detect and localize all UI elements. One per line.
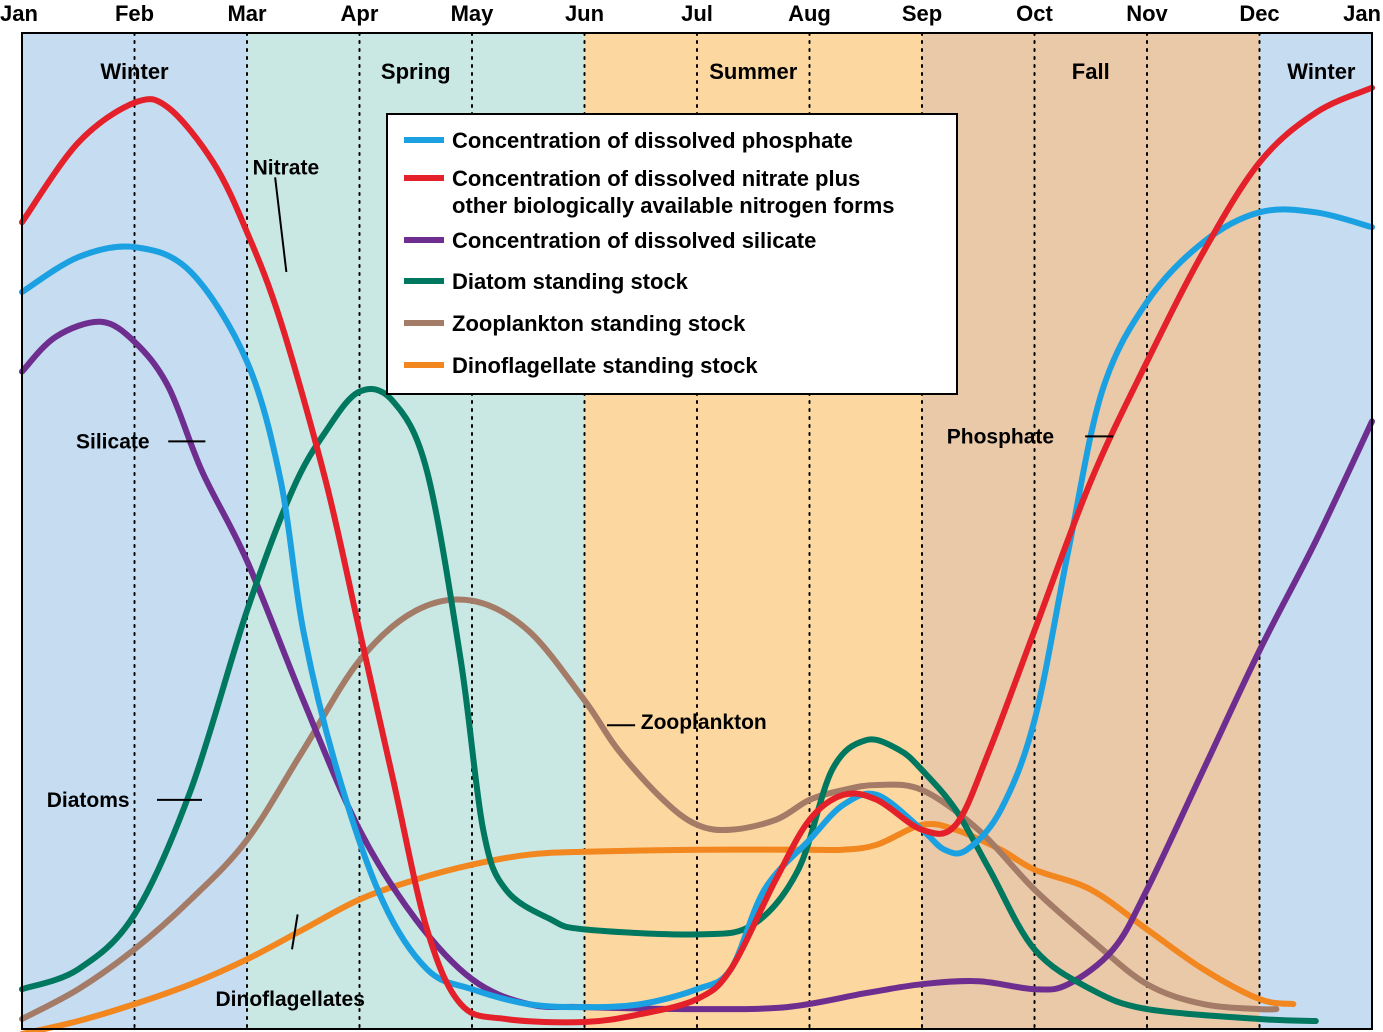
month-gridlines: [133, 32, 1261, 1030]
legend-label-0-0: Concentration of dissolved phosphate: [452, 128, 853, 153]
month-labels: Jan Feb Mar Apr May Jun Jul Aug Sep Oct Nov Dec Jan: [0, 1, 1381, 26]
annotation-zooplankton: Zooplankton: [641, 711, 767, 734]
annotation-leader-dinoflagellates: [291, 914, 299, 950]
series-line-dinoflagellates: [19, 820, 1297, 1032]
month-label-jul-6: Jul: [681, 1, 713, 26]
series-line-nitrate: [19, 84, 1375, 1026]
season-label-winter-4: Winter: [1287, 59, 1356, 84]
month-label-jan-12: Jan: [1343, 1, 1381, 26]
annotation-leader-nitrate: [274, 177, 288, 273]
series-line-silicate: [19, 318, 1375, 1013]
month-label-nov-10: Nov: [1126, 1, 1168, 26]
legend-label-3-0: Diatom standing stock: [452, 269, 689, 294]
legend-box: [386, 113, 958, 395]
annotation-phosphate: Phosphate: [947, 425, 1054, 448]
month-label-may-4: May: [451, 1, 495, 26]
legend-label-1-1: other biologically available nitrogen fo…: [452, 193, 895, 218]
month-label-sep-8: Sep: [902, 1, 942, 26]
month-label-jun-5: Jun: [565, 1, 604, 26]
month-label-aug-7: Aug: [788, 1, 831, 26]
legend-label-4-0: Zooplankton standing stock: [452, 311, 746, 336]
season-band-fall-3: [922, 33, 1260, 1029]
legend: Concentration of dissolved phosphate Conc…: [386, 113, 958, 395]
season-label-summer-2: Summer: [709, 59, 797, 84]
plot-frame: [21, 32, 1373, 1030]
month-label-oct-9: Oct: [1016, 1, 1053, 26]
season-band-winter-4: [1259, 33, 1372, 1029]
legend-label-5-0: Dinoflagellate standing stock: [452, 353, 758, 378]
annotation-silicate: Silicate: [76, 430, 150, 453]
data-series: [19, 84, 1375, 1032]
annotation-dinoflagellates: Dinoflagellates: [216, 988, 365, 1011]
season-labels: Winter Spring Summer Fall Winter: [100, 59, 1356, 84]
legend-label-1-0: Concentration of dissolved nitrate plus: [452, 166, 860, 191]
month-label-mar-2: Mar: [227, 1, 267, 26]
season-label-spring-1: Spring: [381, 59, 451, 84]
annotation-nitrate: Nitrate: [253, 156, 320, 179]
series-annotations: Nitrate Silicate Diatoms Dinoflagellates Zoo…: [47, 156, 1114, 1011]
series-line-diatoms: [19, 386, 1319, 1024]
month-label-dec-11: Dec: [1239, 1, 1279, 26]
month-label-feb-1: Feb: [115, 1, 154, 26]
month-label-apr-3: Apr: [341, 1, 379, 26]
season-label-winter-0: Winter: [100, 59, 169, 84]
month-label-jan-0: Jan: [0, 1, 38, 26]
annotation-diatoms: Diatoms: [47, 789, 130, 812]
legend-label-2-0: Concentration of dissolved silicate: [452, 228, 816, 253]
series-line-zooplankton: [19, 596, 1280, 1022]
season-label-fall-3: Fall: [1072, 59, 1110, 84]
